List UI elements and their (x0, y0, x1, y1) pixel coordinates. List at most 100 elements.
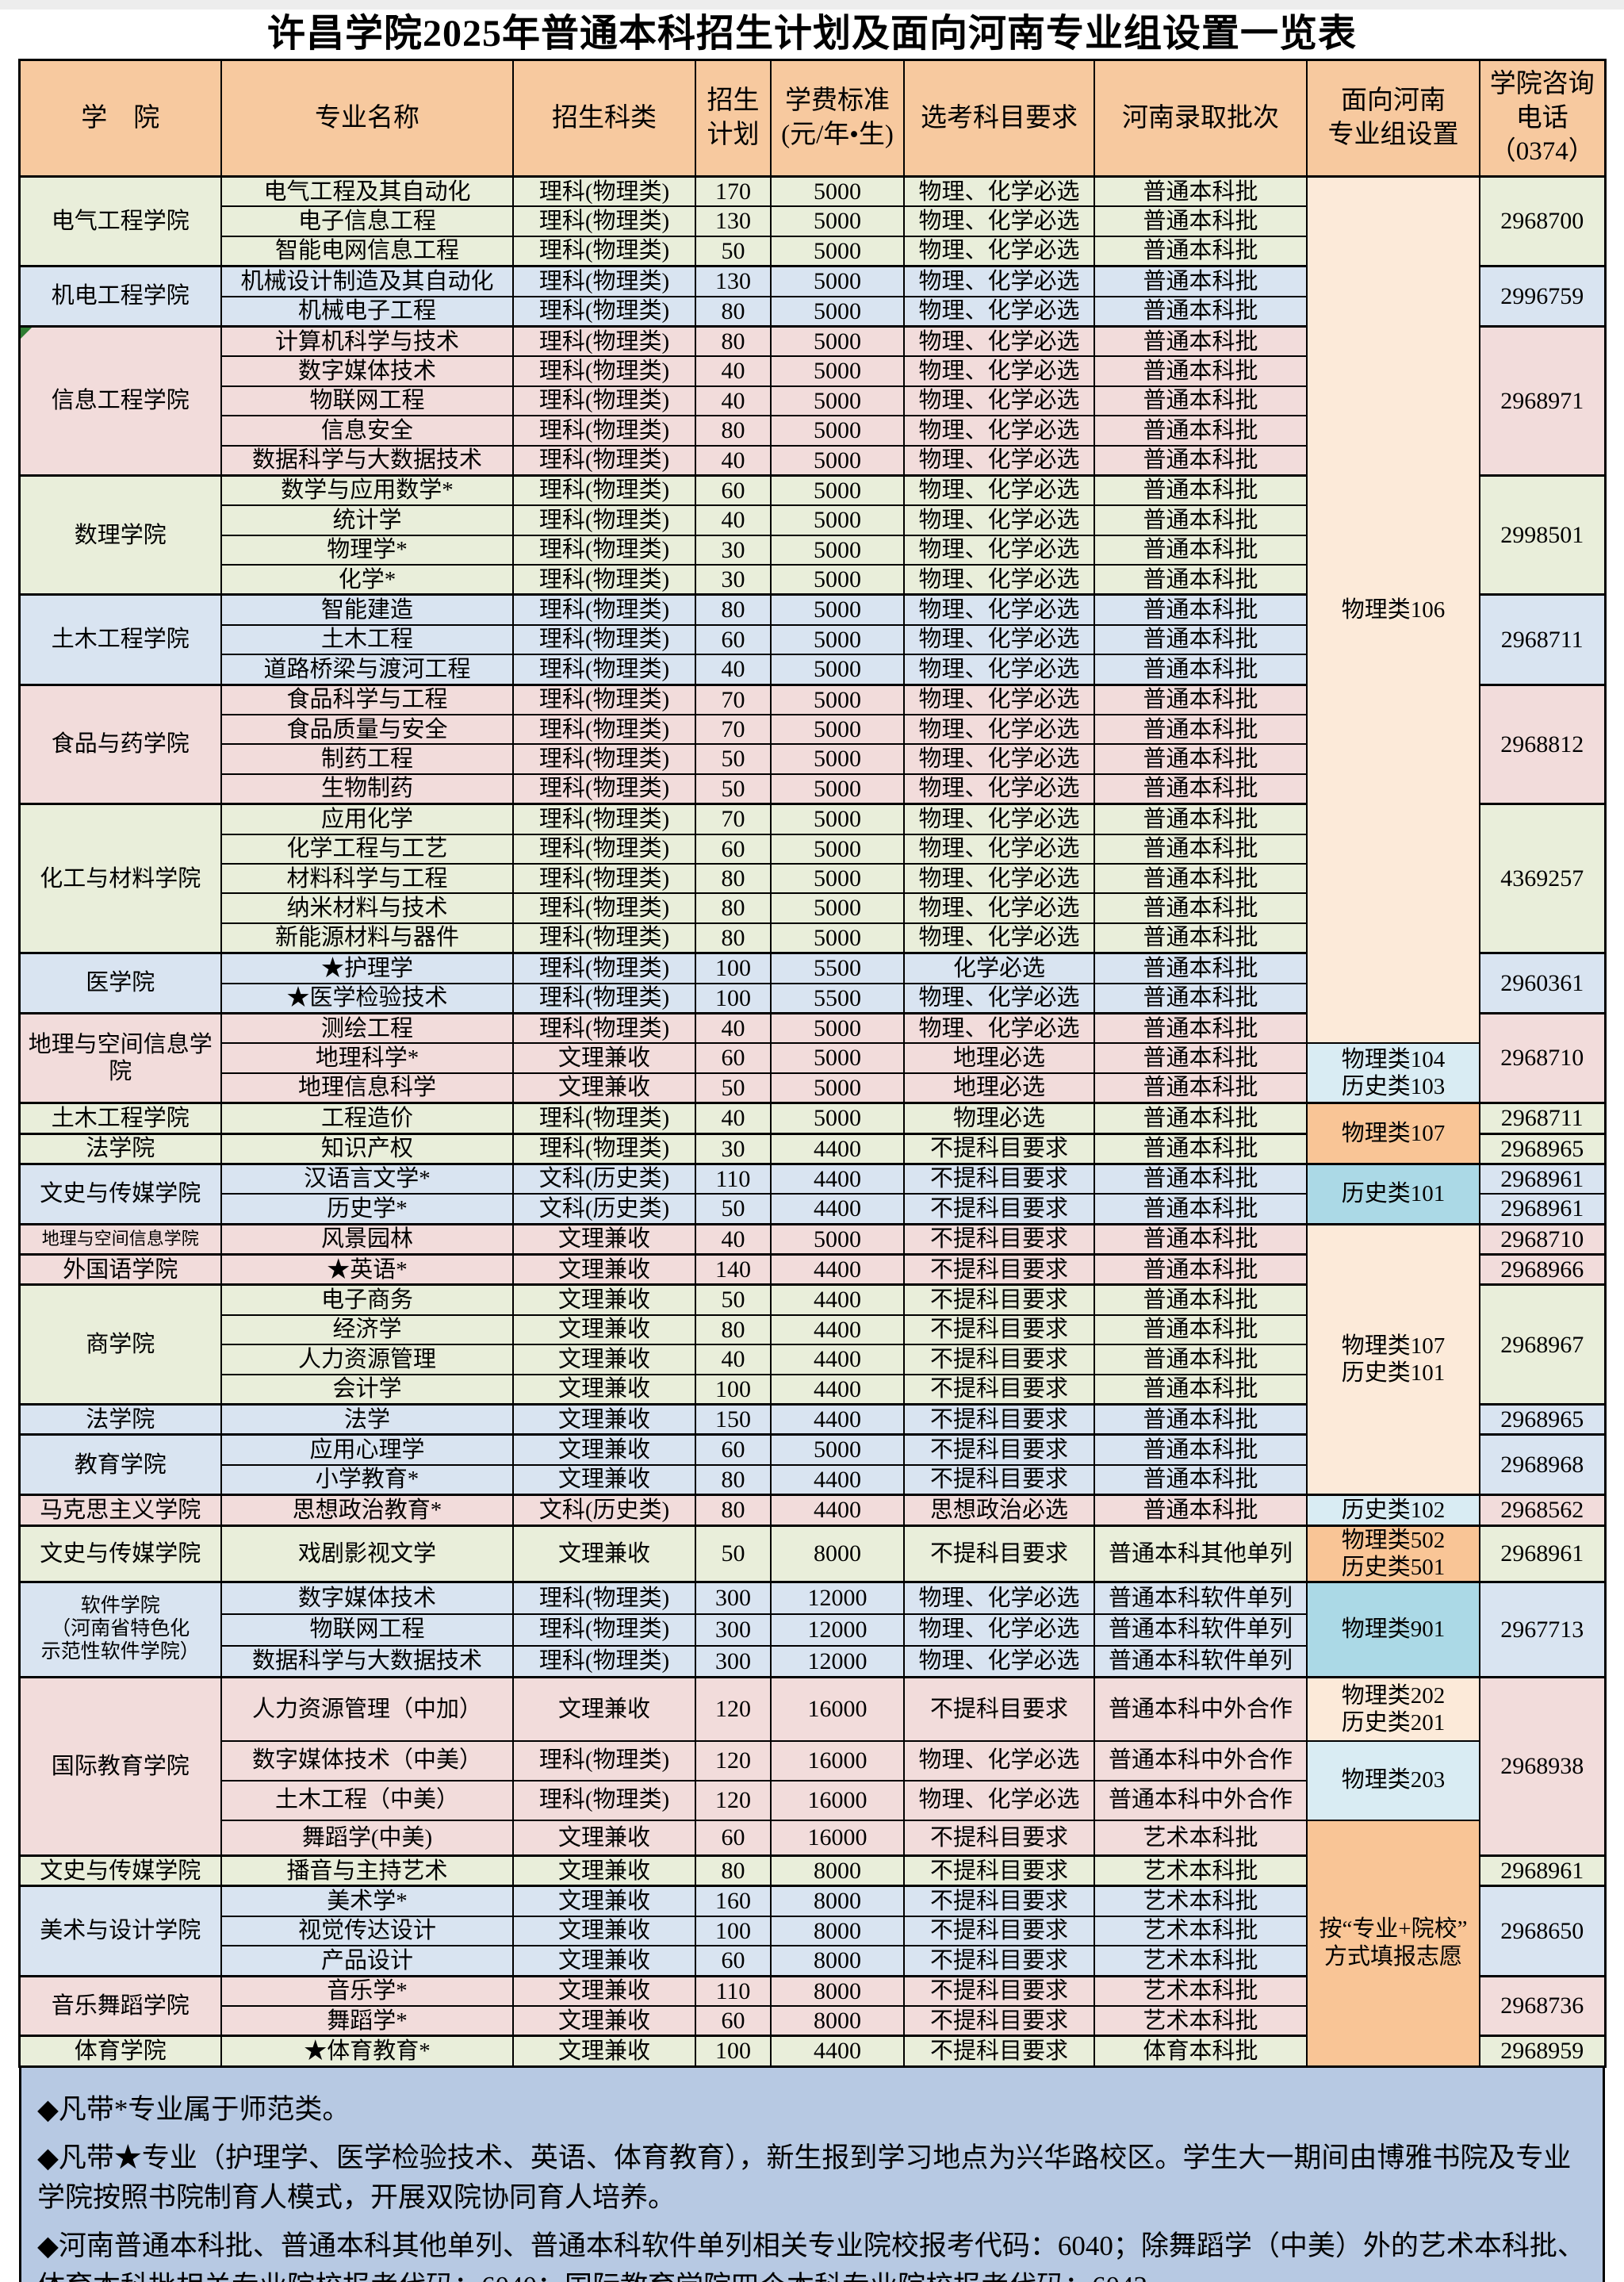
major-cell: 电子商务 (220, 1283, 514, 1316)
major-cell: 视觉传达设计 (220, 1915, 514, 1947)
subjects-cell: 不提科目要求 (903, 1463, 1095, 1496)
phone-cell: 4369257 (1479, 803, 1606, 954)
tuition-cell: 5000 (770, 1011, 905, 1045)
subjects-cell: 物理、化学必选 (903, 1613, 1095, 1647)
category-cell: 文理兼收 (512, 1676, 696, 1742)
batch-cell: 体育本科批 (1094, 2035, 1308, 2068)
college-cell: 信息工程学院 (18, 324, 222, 477)
category-cell: 文理兼收 (512, 1974, 696, 2007)
henan-group-cell: 物理类202 历史类201 (1306, 1676, 1480, 1742)
column-header-1: 专业名称 (220, 59, 514, 178)
subjects-cell: 物理、化学必选 (903, 922, 1095, 954)
major-cell: 风景园林 (220, 1222, 514, 1256)
major-cell: 计算机科学与技术 (220, 324, 514, 358)
category-cell: 文理兼收 (512, 1344, 696, 1375)
subjects-cell: 不提科目要求 (903, 1193, 1095, 1225)
subjects-cell: 物理、化学必选 (903, 175, 1095, 208)
batch-cell: 普通本科批 (1094, 862, 1308, 895)
major-cell: 应用心理学 (220, 1433, 514, 1466)
henan-group-cell: 物理类107 (1306, 1102, 1480, 1165)
subjects-cell: 物理、化学必选 (903, 474, 1095, 507)
column-header-4: 学费标准 (元/年•生) (770, 59, 905, 178)
major-cell: 信息安全 (220, 415, 514, 447)
table-row: 历史学* 文科(历史类) 50 4400 不提科目要求 普通本科批 2968961 (19, 1193, 1606, 1225)
subjects-cell: 物理、化学必选 (903, 803, 1095, 835)
subjects-cell: 物理、化学必选 (903, 743, 1095, 775)
subjects-cell: 不提科目要求 (903, 1373, 1095, 1406)
tuition-cell: 5000 (770, 444, 905, 477)
batch-cell: 普通本科批 (1094, 1162, 1308, 1195)
table-row: 法学院 知识产权 理科(物理类) 30 4400 不提科目要求 普通本科批 2968965 (18, 1132, 1606, 1165)
tuition-cell: 5000 (770, 1433, 905, 1466)
category-cell: 理科(物理类) (512, 324, 696, 358)
batch-cell: 普通本科批 (1094, 593, 1308, 626)
plan-cell: 60 (695, 623, 772, 656)
batch-cell: 普通本科批 (1094, 1344, 1308, 1375)
subjects-cell: 不提科目要求 (903, 1945, 1095, 1977)
major-cell: 经济学 (220, 1314, 514, 1346)
batch-cell: 普通本科批 (1094, 504, 1308, 536)
major-cell: 人力资源管理 (220, 1344, 514, 1375)
batch-cell: 艺术本科批 (1094, 1885, 1308, 1917)
category-cell: 理科(物理类) (512, 265, 696, 297)
note-item: ◆凡带*专业属于师范类。 (37, 2093, 350, 2125)
tuition-cell: 5000 (770, 922, 905, 954)
batch-cell: 普通本科批 (1094, 474, 1308, 507)
table-row: 地理科学* 文理兼收 60 5000 地理必选 普通本科批 物理类104 历史类103 (19, 1042, 1605, 1104)
subjects-cell: 物理、化学必选 (903, 654, 1095, 686)
college-cell: 数理学院 (18, 474, 222, 596)
batch-cell: 普通本科批 (1094, 295, 1308, 328)
subjects-cell: 不提科目要求 (903, 1819, 1095, 1857)
tuition-cell: 5000 (770, 504, 905, 536)
table-row: 食品与药学院 食品科学与工程 理科(物理类) 70 5000 物理、化学必选 普通本科批 29… (18, 683, 1606, 805)
subjects-cell: 不提科目要求 (903, 1854, 1095, 1887)
tuition-cell: 5000 (770, 235, 905, 267)
subjects-cell: 不提科目要求 (903, 1132, 1095, 1165)
table-row: 外国语学院 ★英语* 文理兼收 140 4400 不提科目要求 普通本科批 2968966 (18, 1253, 1606, 1286)
tuition-cell: 8000 (770, 1885, 905, 1917)
subjects-cell: 物理、化学必选 (903, 833, 1095, 865)
tuition-cell: 12000 (770, 1644, 905, 1678)
major-cell: 美术学* (220, 1885, 514, 1917)
tuition-cell: 5500 (770, 952, 905, 984)
major-cell: 物理学* (220, 534, 514, 566)
table-row: 土木工程学院 工程造价 理科(物理类) 40 5000 物理必选 普通本科批 物理类107 29… (18, 1102, 1606, 1165)
tuition-cell: 16000 (770, 1676, 905, 1742)
subjects-cell: 不提科目要求 (903, 1283, 1095, 1316)
phone-cell: 2968965 (1479, 1403, 1606, 1436)
batch-cell: 普通本科批 (1094, 1463, 1308, 1496)
major-cell: 电气工程及其自动化 (220, 175, 514, 208)
tuition-cell: 5000 (770, 1072, 905, 1104)
subjects-cell: 物理、化学必选 (903, 714, 1095, 746)
subjects-cell: 物理、化学必选 (903, 385, 1095, 417)
table-row: 化工与材料学院 应用化学 理科(物理类) 70 5000 物理、化学必选 普通本科批 4369… (18, 803, 1606, 954)
category-cell: 文理兼收 (512, 1524, 696, 1583)
table-row: 文史与传媒学院 汉语言文学* 文科(历史类) 110 4400 不提科目要求 普通本科批 历史… (18, 1162, 1606, 1225)
plan-cell: 80 (695, 593, 772, 626)
major-cell: ★英语* (220, 1253, 514, 1286)
plan-cell: 150 (695, 1403, 772, 1436)
table-row: 商学院 电子商务 文理兼收 50 4400 不提科目要求 普通本科批 2968967 (18, 1283, 1606, 1406)
plan-cell: 50 (695, 235, 772, 267)
college-cell: 教育学院 (18, 1433, 222, 1496)
category-cell: 文理兼收 (512, 1403, 696, 1436)
major-cell: 化学工程与工艺 (220, 833, 514, 865)
batch-cell: 普通本科批 (1094, 922, 1308, 954)
plan-cell: 300 (695, 1644, 772, 1678)
category-cell: 理科(物理类) (512, 235, 696, 267)
subjects-cell: 物理、化学必选 (903, 1581, 1095, 1615)
tuition-cell: 16000 (770, 1779, 905, 1821)
tuition-cell: 12000 (770, 1613, 905, 1647)
category-cell: 文理兼收 (512, 1042, 696, 1074)
table-row: 教育学院 应用心理学 文理兼收 60 5000 不提科目要求 普通本科批 2968968 (18, 1433, 1606, 1496)
table-row: 电气工程学院 电气工程及其自动化 理科(物理类) 170 5000 物理、化学必选 普通本科… (18, 175, 1606, 1045)
subjects-cell: 不提科目要求 (903, 1314, 1095, 1346)
college-cell: 机电工程学院 (18, 265, 222, 328)
plan-cell: 120 (695, 1779, 772, 1821)
table-row: 土木工程（中美） 理科(物理类) 120 16000 物理、化学必选 普通本科中外合作 (19, 1779, 1605, 1821)
category-cell: 理科(物理类) (512, 593, 696, 626)
major-cell: 舞蹈学* (220, 2004, 514, 2037)
major-cell: 纳米材料与技术 (220, 892, 514, 924)
batch-cell: 普通本科批 (1094, 235, 1308, 267)
batch-cell: 普通本科软件单列 (1094, 1613, 1308, 1647)
